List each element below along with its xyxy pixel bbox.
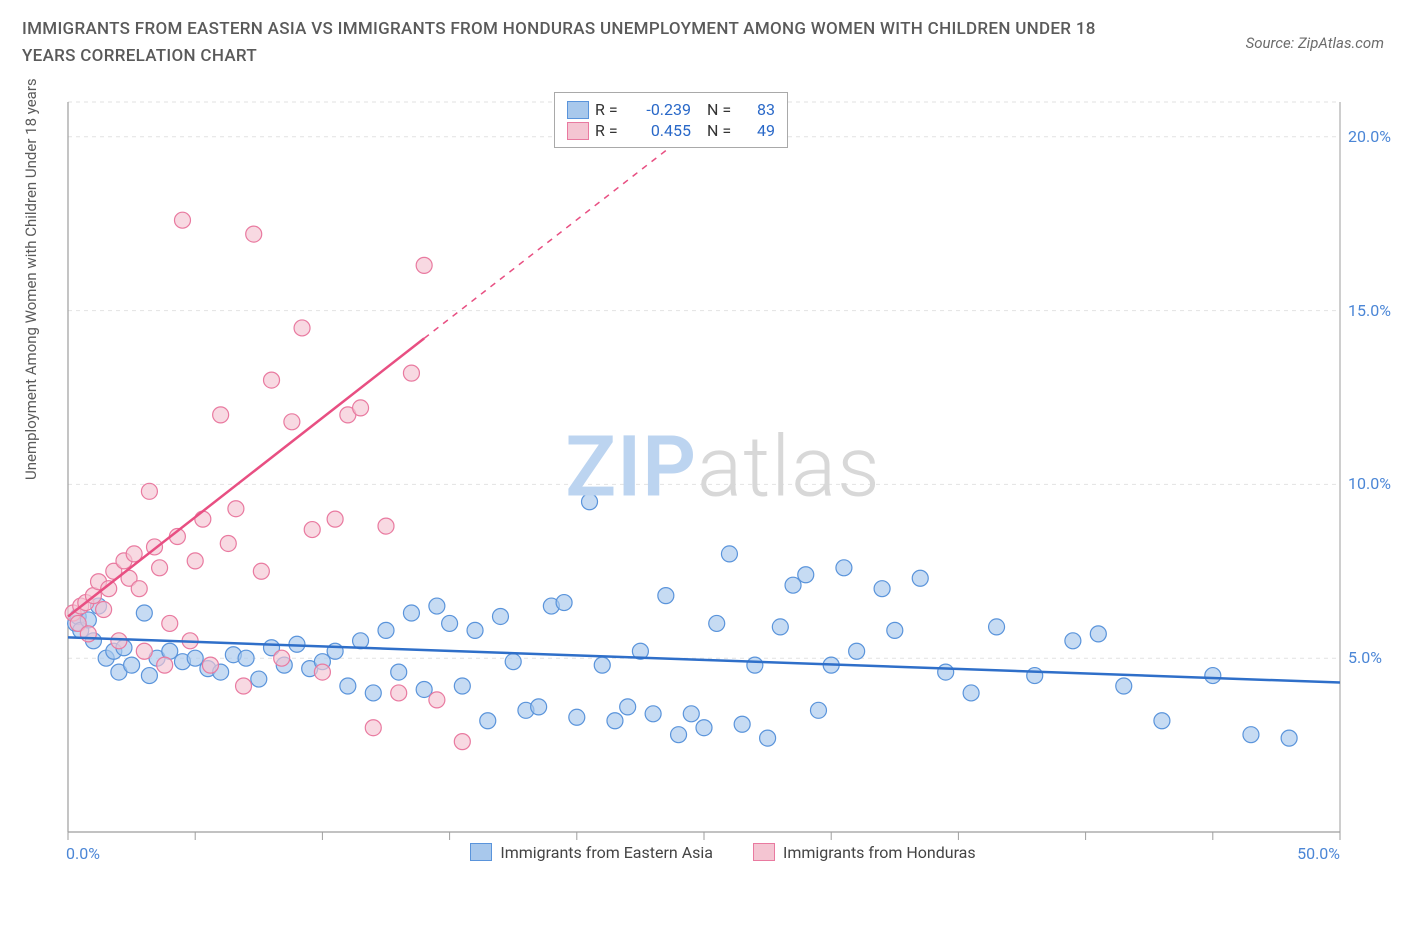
correlation-stats-box: R = -0.239 N = 83 R = 0.455 N = 49 xyxy=(554,92,788,148)
y-tick-label: 10.0% xyxy=(1348,474,1391,493)
scatter-plot-svg xyxy=(58,92,1388,862)
r-label: R = xyxy=(595,100,627,119)
x-tick-label: 50.0% xyxy=(1297,844,1340,863)
r-label: R = xyxy=(595,121,627,140)
n-label: N = xyxy=(707,121,739,140)
r-value: 0.455 xyxy=(633,121,691,140)
y-axis-label: Unemployment Among Women with Children U… xyxy=(22,78,40,480)
chart-source: Source: ZipAtlas.com xyxy=(1246,34,1384,52)
series-swatch xyxy=(470,843,492,861)
legend-label: Immigrants from Eastern Asia xyxy=(500,843,713,862)
series-legend: Immigrants from Eastern Asia Immigrants f… xyxy=(58,842,1388,862)
n-label: N = xyxy=(707,100,739,119)
y-tick-label: 15.0% xyxy=(1348,301,1391,320)
legend-item: Immigrants from Honduras xyxy=(753,843,976,862)
stats-row: R = 0.455 N = 49 xyxy=(567,121,775,140)
legend-item: Immigrants from Eastern Asia xyxy=(470,843,713,862)
chart-title: IMMIGRANTS FROM EASTERN ASIA VS IMMIGRAN… xyxy=(22,16,1122,70)
series-swatch xyxy=(753,843,775,861)
r-value: -0.239 xyxy=(633,100,691,119)
chart-area: ZIPatlas R =-0.239N =83R =0.455N =49 Imm… xyxy=(58,92,1388,862)
y-tick-label: 20.0% xyxy=(1348,127,1391,146)
chart-header: IMMIGRANTS FROM EASTERN ASIA VS IMMIGRAN… xyxy=(0,0,1406,78)
legend-label: Immigrants from Honduras xyxy=(783,843,976,862)
series-swatch xyxy=(567,122,589,140)
x-tick-label: 0.0% xyxy=(66,844,100,863)
n-value: 83 xyxy=(745,100,775,119)
stats-row: R = -0.239 N = 83 xyxy=(567,100,775,119)
n-value: 49 xyxy=(745,121,775,140)
y-tick-label: 5.0% xyxy=(1348,648,1382,667)
series-swatch xyxy=(567,101,589,119)
